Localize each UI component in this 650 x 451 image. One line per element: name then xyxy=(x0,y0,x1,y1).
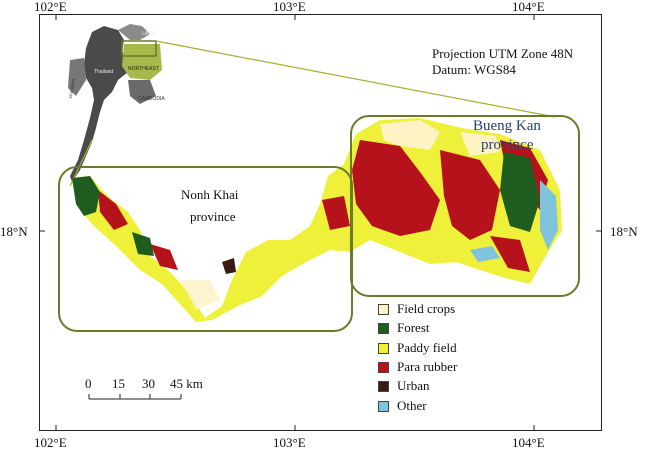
bottom-tick-104: 104°E xyxy=(512,435,545,450)
inset-label-cambodia: CAMBODIA xyxy=(138,96,165,102)
legend-label: Paddy field xyxy=(397,340,457,355)
legend-swatch-para-rubber xyxy=(378,361,389,373)
inset-label-laos: LAOS xyxy=(142,31,156,37)
legend-item-paddy-field: Paddy field xyxy=(378,339,457,357)
legend-swatch-field-crops xyxy=(378,303,389,315)
legend-item-para-rubber: Para rubber xyxy=(378,358,457,376)
legend-swatch-forest xyxy=(378,322,389,334)
frame-ticks xyxy=(39,14,602,431)
top-tick-104: 104°E xyxy=(512,0,545,14)
scale-bar xyxy=(88,394,182,400)
nonh-khai-label-2: province xyxy=(190,209,236,224)
inset-thailand-map xyxy=(68,24,162,182)
nonh-khai-label-1: Nonh Khai xyxy=(181,187,239,202)
legend-label: Field crops xyxy=(397,301,456,316)
legend-swatch-paddy-field xyxy=(378,342,389,354)
inset-label-northeast: NORTHEAST xyxy=(128,66,159,72)
bueng-kan-label-2: province xyxy=(481,137,534,153)
zoom-line-top xyxy=(155,40,556,118)
scale-label-30: 30 xyxy=(142,376,155,391)
top-tick-102: 102°E xyxy=(34,0,67,14)
map-frame xyxy=(39,14,602,431)
legend-label: Para rubber xyxy=(397,359,458,374)
scale-label-0: 0 xyxy=(85,376,92,391)
legend-item-urban: Urban xyxy=(378,377,430,395)
inset-highlight-box xyxy=(121,40,157,57)
inset-label-thailand: Thailand xyxy=(94,69,114,75)
legend-item-field-crops: Field crops xyxy=(378,300,455,318)
scale-label-15: 15 xyxy=(112,376,125,391)
top-tick-103: 103°E xyxy=(273,0,306,14)
legend-label: Other xyxy=(397,398,427,413)
bueng-kan-label-1: Bueng Kan xyxy=(473,118,541,134)
legend-swatch-urban xyxy=(378,380,389,392)
right-tick-18n: 18°N xyxy=(610,224,638,239)
left-tick-18n: 18°N xyxy=(0,224,28,239)
bottom-tick-103: 103°E xyxy=(273,435,306,450)
legend-item-forest: Forest xyxy=(378,319,430,337)
bueng-kan-outline xyxy=(350,115,580,297)
legend-label: Urban xyxy=(397,378,430,393)
land-use-map xyxy=(72,118,562,322)
projection-label: Projection UTM Zone 48N xyxy=(432,46,574,61)
bottom-tick-102: 102°E xyxy=(34,435,67,450)
legend-item-other: Other xyxy=(378,397,427,415)
legend-swatch-other xyxy=(378,400,389,412)
legend-label: Forest xyxy=(397,320,430,335)
scale-label-45km: 45 km xyxy=(170,376,203,391)
datum-label: Datum: WGS84 xyxy=(432,62,516,77)
